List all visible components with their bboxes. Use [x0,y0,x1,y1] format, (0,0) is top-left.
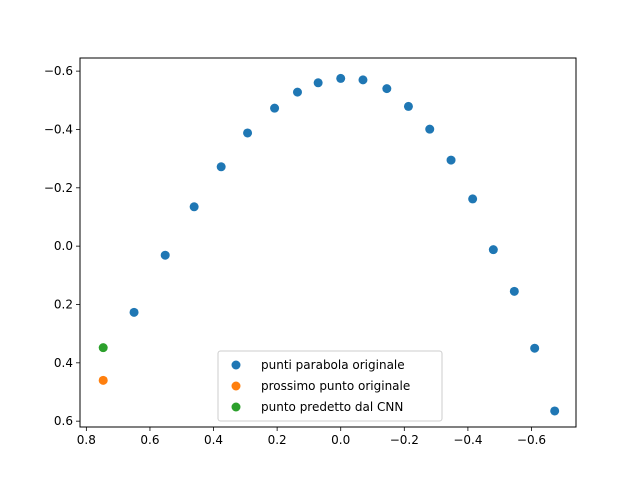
legend-marker-series-1 [231,381,241,391]
y-tick-label: 0.6 [54,414,73,428]
scatter-point-series-0 [243,128,253,138]
legend-marker-series-2 [231,402,241,412]
legend-box [217,350,443,422]
scatter-point-series-0 [336,73,346,83]
x-tick-label: −0.4 [453,433,482,447]
y-tick-label: 0.2 [54,297,73,311]
y-tick-label: 0.0 [54,239,73,253]
y-tick-label: −0.2 [44,181,73,195]
plot-frame [79,57,577,428]
legend-label-series-0: punti parabola originale [261,358,405,372]
scatter-point-series-0 [313,78,323,88]
x-tick-label: 0.8 [77,433,96,447]
x-tick-label: 0.6 [140,433,159,447]
y-tick-label: −0.6 [44,64,73,78]
scatter-point-series-0 [468,194,478,204]
scatter-point-series-0 [446,155,456,165]
x-axis: 0.8 0.6 0.4 0.2 0.0 −0.2 −0.4 −0.6 [77,427,546,447]
x-tick-label: 0.4 [204,433,223,447]
chart-marks [98,73,560,416]
scatter-point-series-0 [292,87,302,97]
y-axis: −0.6 −0.4 −0.2 0.0 0.2 0.4 0.6 [44,64,80,428]
scatter-point-series-0 [530,343,540,353]
legend-label-series-1: prossimo punto originale [261,379,410,393]
scatter-point-series-0 [488,245,498,255]
scatter-point-series-0 [403,101,413,111]
legend-label-series-2: punto predetto dal CNN [261,400,403,414]
scatter-point-series-0 [189,202,199,212]
scatter-point-series-0 [160,250,170,260]
y-tick-label: −0.4 [44,122,73,136]
scatter-point-series-0 [358,75,368,85]
legend-marker-series-0 [231,360,241,370]
scatter-point-series-0 [509,286,519,296]
scatter-point-series-0 [425,124,435,134]
scatter-point-series-0 [270,103,280,113]
x-tick-label: 0.2 [268,433,287,447]
scatter-point-series-1 [98,375,108,385]
scatter-point-series-2 [98,343,108,353]
scatter-point-series-0 [216,162,226,172]
y-tick-label: 0.4 [54,356,73,370]
x-tick-label: −0.2 [390,433,419,447]
x-tick-label: −0.6 [517,433,546,447]
scatter-point-series-0 [129,307,139,317]
scatter-point-series-0 [550,406,560,416]
scatter-point-series-0 [382,84,392,94]
x-tick-label: 0.0 [331,433,350,447]
legend: punti parabola originale prossimo punto o… [217,350,443,422]
